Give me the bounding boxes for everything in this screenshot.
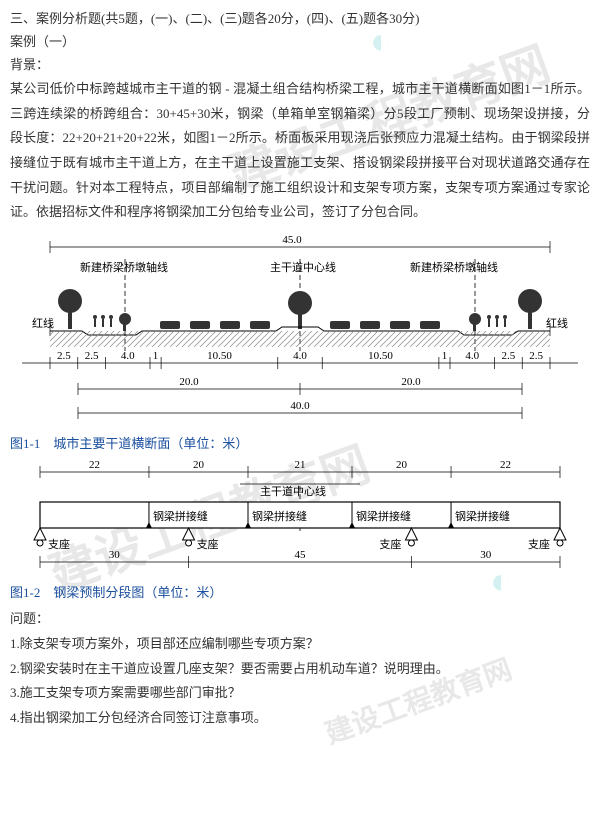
svg-text:2.5: 2.5	[529, 350, 543, 362]
svg-text:2.5: 2.5	[57, 350, 71, 362]
svg-text:22: 22	[89, 459, 100, 471]
figure-2-segment-diagram: 22 20 21 20 22 主干道中心线 钢梁拼接缝 钢梁拼接缝 钢梁拼接缝 钢梁拼接缝 支…	[10, 458, 590, 578]
person-icon	[487, 315, 507, 327]
svg-text:10.50: 10.50	[207, 350, 232, 362]
svg-text:支座: 支座	[48, 537, 70, 551]
fig2-span-ticks: 30 45 30	[40, 549, 560, 568]
section-title: 三、案例分析题(共5题，(一)、(二)、(三)题各20分，(四)、(五)题各30…	[10, 8, 590, 27]
person-icon	[93, 315, 113, 327]
svg-text:1: 1	[442, 350, 448, 362]
svg-text:钢梁拼接缝: 钢梁拼接缝	[356, 509, 411, 523]
figure-1-caption: 图1-1 城市主要干道横断面（单位：米）	[10, 433, 590, 452]
fig1-ticks: 2.5 2.5 4.0 1 10.50 4.0 10.50 1 4.0 2.5 2.5	[50, 350, 550, 369]
questions-header: 问题：	[10, 607, 590, 632]
car-icon	[330, 321, 440, 329]
svg-text:22: 22	[500, 459, 511, 471]
svg-text:4.0: 4.0	[465, 350, 479, 362]
svg-text:20: 20	[396, 459, 408, 471]
svg-text:2.5: 2.5	[501, 350, 515, 362]
fig1-dim-20-right: 20.0	[401, 376, 421, 388]
tree-icon	[58, 289, 82, 329]
case-label: 案例（一）	[10, 31, 590, 50]
svg-text:21: 21	[295, 459, 306, 471]
fig1-right-pier-label: 新建桥梁桥墩轴线	[410, 260, 498, 274]
svg-text:支座: 支座	[197, 537, 219, 551]
car-icon	[160, 321, 270, 329]
question-3: 3.施工支架专项方案需要哪些部门审批？	[10, 681, 590, 706]
svg-text:钢梁拼接缝: 钢梁拼接缝	[153, 509, 208, 523]
figure-1-cross-section: 45.0 新建桥梁桥墩轴线 主干道中心线 新建桥梁桥墩轴线	[10, 231, 590, 429]
fig1-dim-20-left: 20.0	[179, 376, 199, 388]
svg-text:支座: 支座	[379, 537, 401, 551]
svg-text:4.0: 4.0	[293, 350, 307, 362]
tree-icon	[518, 289, 542, 329]
svg-text:支座: 支座	[528, 537, 550, 551]
svg-text:2.5: 2.5	[85, 350, 99, 362]
figure-2-caption: 图1-2 钢梁预制分段图（单位：米）	[10, 582, 590, 601]
question-4: 4.指出钢梁加工分包经济合同签订注意事项。	[10, 706, 590, 731]
fig1-dim-40: 40.0	[290, 400, 310, 412]
svg-text:10.50: 10.50	[368, 350, 393, 362]
background-label: 背景：	[10, 54, 590, 73]
background-paragraph: 某公司低价中标跨越城市主干道的钢 - 混凝土组合结构桥梁工程，城市主干道横断面如…	[10, 77, 590, 225]
svg-text:45: 45	[295, 549, 307, 561]
svg-text:4.0: 4.0	[121, 350, 135, 362]
svg-text:1: 1	[153, 350, 159, 362]
fig1-center-label: 主干道中心线	[270, 260, 336, 274]
fig2-center-label: 主干道中心线	[260, 484, 326, 498]
svg-text:钢梁拼接缝: 钢梁拼接缝	[252, 509, 307, 523]
question-2: 2.钢梁安装时在主干道应设置几座支架？要否需要占用机动车道？说明理由。	[10, 657, 590, 682]
svg-text:30: 30	[109, 549, 121, 561]
svg-text:钢梁拼接缝: 钢梁拼接缝	[455, 509, 510, 523]
question-1: 1.除支架专项方案外，项目部还应编制哪些专项方案？	[10, 632, 590, 657]
fig2-top-ticks: 22 20 21 20 22	[40, 459, 560, 478]
tree-icon	[288, 291, 312, 329]
svg-text:20: 20	[193, 459, 205, 471]
fig1-redline-left: 红线	[32, 316, 54, 330]
fig1-top-dim: 45.0	[282, 234, 302, 246]
fig1-left-pier-label: 新建桥梁桥墩轴线	[80, 260, 168, 274]
svg-text:30: 30	[480, 549, 492, 561]
fig1-redline-right: 红线	[546, 316, 568, 330]
